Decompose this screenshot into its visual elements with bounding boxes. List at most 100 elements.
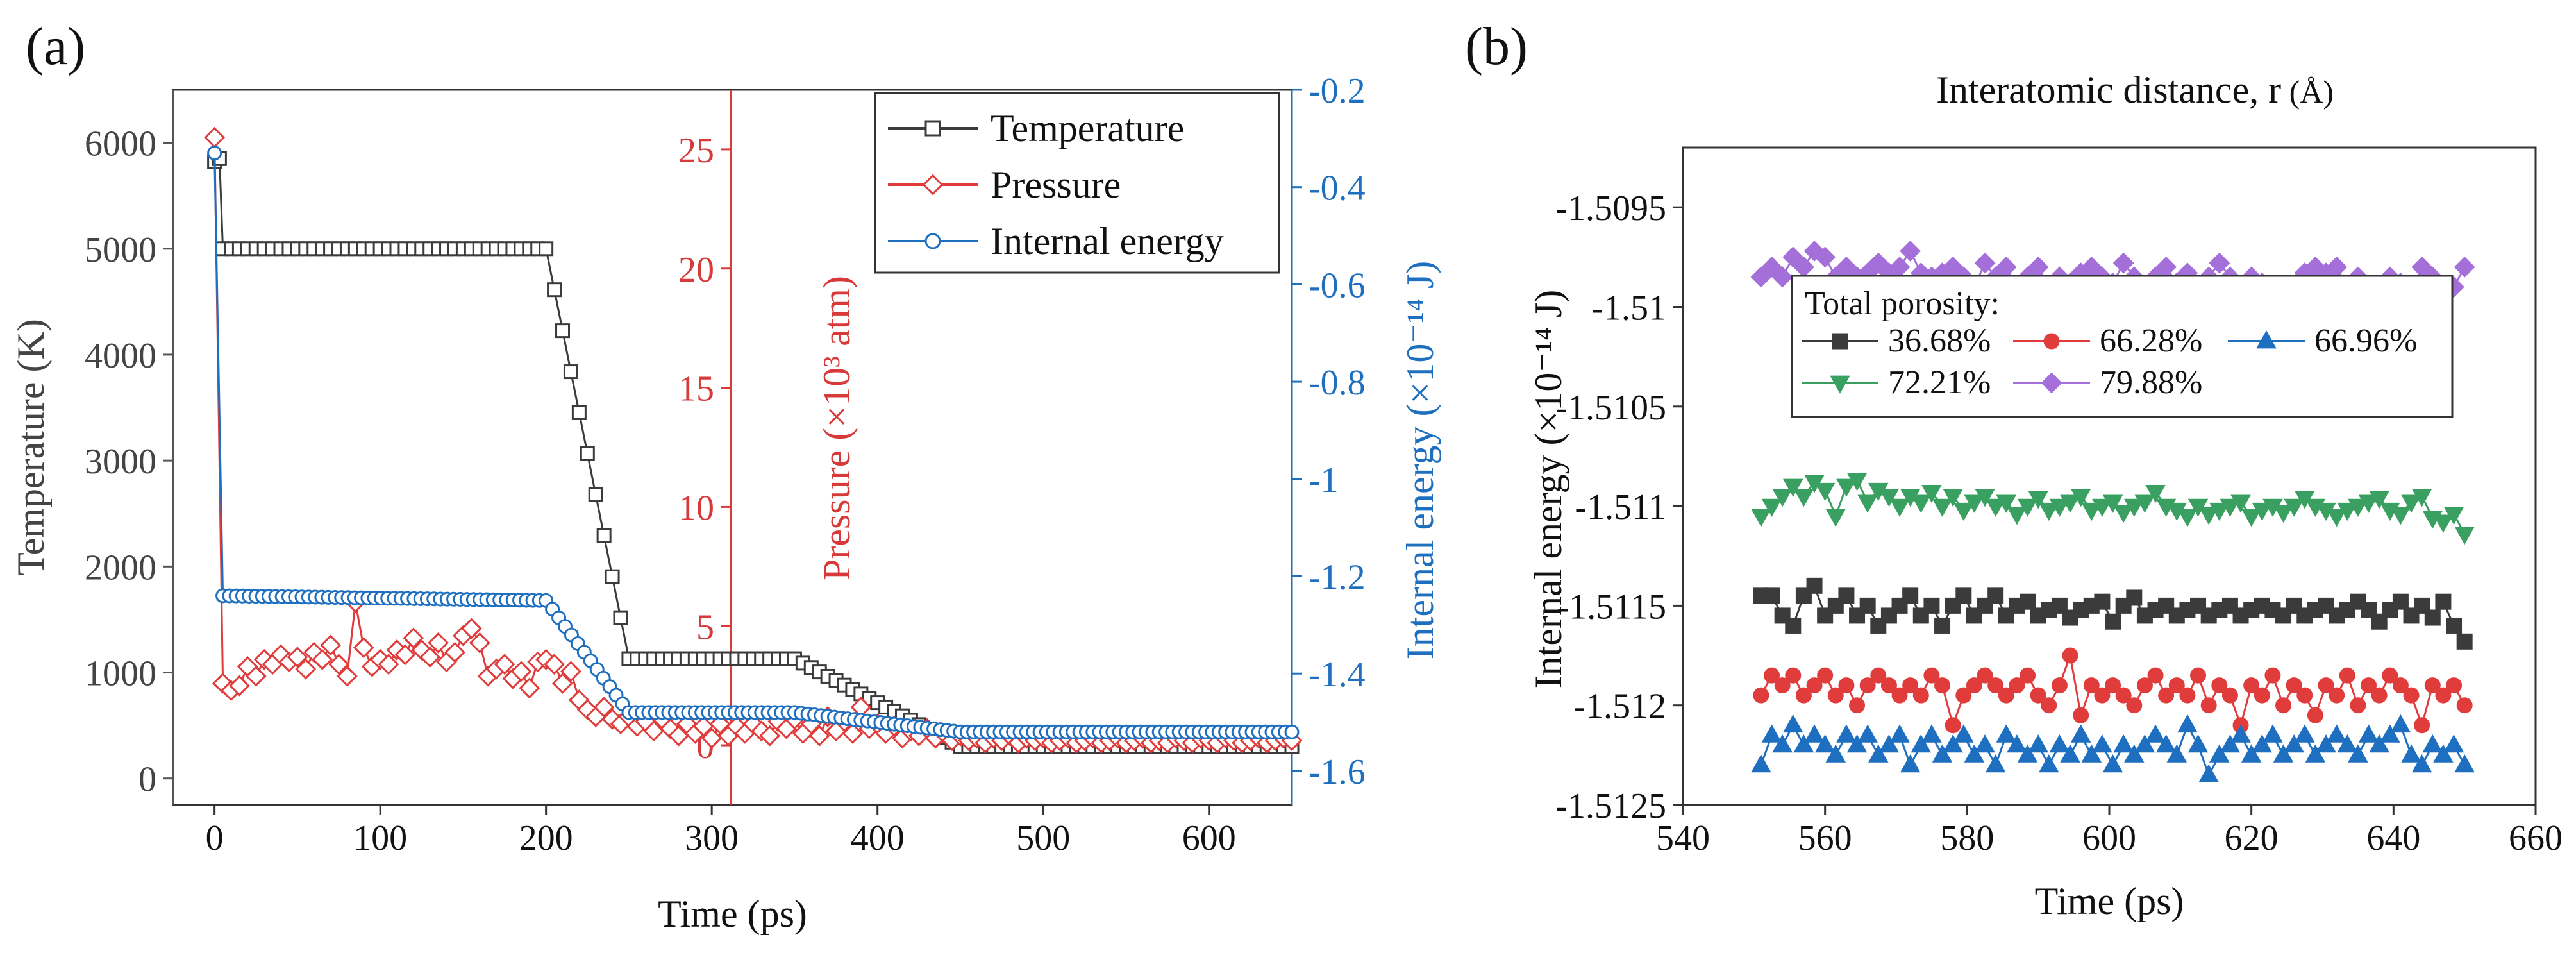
data-point <box>1836 478 1857 497</box>
data-point <box>1803 241 1825 262</box>
data-point <box>2358 494 2379 513</box>
data-point <box>759 725 781 747</box>
y-right-axis-label: Internal energy (×10⁻¹⁴ J) <box>1399 261 1441 659</box>
data-point <box>1284 724 1300 739</box>
data-point <box>2145 484 2166 503</box>
data-point <box>2433 744 2454 763</box>
data-point <box>2220 498 2241 517</box>
data-point <box>1900 241 1921 262</box>
data-point <box>2411 754 2432 773</box>
y-left-tick-label: 0 <box>138 760 156 800</box>
data-point <box>2134 494 2155 513</box>
y-right-tick-label: -1.4 <box>1309 655 1366 695</box>
data-point <box>2126 697 2143 714</box>
x-tick-label: 540 <box>1656 818 1710 858</box>
data-point <box>1880 677 1897 694</box>
data-point <box>2179 687 2196 704</box>
data-point <box>2241 744 2262 763</box>
data-point <box>1977 667 1993 684</box>
data-point <box>2369 734 2389 753</box>
data-point <box>2200 697 2217 714</box>
data-point <box>2305 744 2326 763</box>
data-point <box>2126 589 2143 606</box>
x-tick-label: 640 <box>2366 818 2420 858</box>
data-point <box>394 644 416 666</box>
data-point <box>2220 734 2241 753</box>
data-point <box>2454 527 2475 545</box>
data-point <box>2371 687 2388 704</box>
legend-title: Total porosity: <box>1805 285 2000 322</box>
data-point <box>1902 587 1919 604</box>
data-point <box>1974 252 1996 274</box>
data-point <box>1806 677 1823 694</box>
data-point <box>1782 246 1804 268</box>
data-point <box>1793 734 1814 753</box>
data-point <box>2073 707 2089 723</box>
data-point <box>2049 498 2070 517</box>
data-point <box>337 665 358 687</box>
data-point <box>1966 677 1982 694</box>
data-point <box>2454 754 2475 773</box>
legend-box <box>874 92 1280 274</box>
data-point <box>2443 734 2464 753</box>
data-point <box>2211 677 2228 694</box>
data-point <box>328 654 349 675</box>
data-point <box>2209 502 2230 521</box>
data-point <box>1889 724 1910 743</box>
data-point <box>2390 507 2411 525</box>
x-tick-label: 580 <box>1940 818 1994 858</box>
data-point <box>1814 482 1836 502</box>
y-right-tick-label: -1.6 <box>1309 752 1366 792</box>
data-point <box>2105 613 2121 630</box>
data-point <box>1870 667 1887 684</box>
data-point <box>1985 498 2006 517</box>
data-point <box>2358 724 2379 743</box>
data-point <box>2329 687 2345 704</box>
panel-a-label: (a) <box>26 17 85 76</box>
data-point <box>2070 724 2091 743</box>
data-point <box>378 654 399 675</box>
data-point <box>2435 593 2452 610</box>
legend-label: Pressure <box>991 164 1121 206</box>
data-point <box>593 697 615 718</box>
data-point <box>2113 505 2134 523</box>
data-point <box>1998 687 2014 704</box>
legend-marker <box>1832 333 1848 350</box>
data-point <box>1859 677 1876 694</box>
data-point <box>2060 494 2080 513</box>
legend-label: 36.68% <box>1888 323 1991 359</box>
data-point <box>2446 677 2463 694</box>
data-point <box>1953 502 1974 521</box>
data-point <box>2392 593 2409 610</box>
data-point <box>1771 266 1793 288</box>
data-point <box>2337 502 2358 521</box>
data-point <box>2221 687 2238 704</box>
legend-marker <box>1830 375 1850 394</box>
data-point <box>1996 494 2017 513</box>
data-point <box>2262 724 2283 743</box>
y-left-tick-label: 3000 <box>85 442 156 482</box>
legend-label: 79.88% <box>2100 364 2202 401</box>
data-point <box>2039 754 2059 773</box>
data-point <box>547 282 562 298</box>
data-point <box>580 446 595 461</box>
data-point <box>519 677 540 699</box>
data-point <box>2446 617 2463 634</box>
data-point <box>1804 724 1825 743</box>
data-point <box>1943 489 1963 507</box>
data-point <box>1900 754 1921 773</box>
data-point <box>2115 687 2132 704</box>
data-point <box>1795 687 1812 704</box>
data-point <box>1764 667 1780 684</box>
data-point <box>1943 734 1963 753</box>
data-point <box>320 634 342 656</box>
data-point <box>2190 667 2207 684</box>
data-point <box>1923 597 1940 614</box>
data-point <box>2286 677 2302 694</box>
data-point <box>1761 498 1782 517</box>
data-point <box>2007 507 2027 525</box>
data-point <box>1945 717 1961 734</box>
data-point <box>2414 597 2430 614</box>
data-point <box>1846 734 1868 753</box>
data-point <box>444 641 465 663</box>
